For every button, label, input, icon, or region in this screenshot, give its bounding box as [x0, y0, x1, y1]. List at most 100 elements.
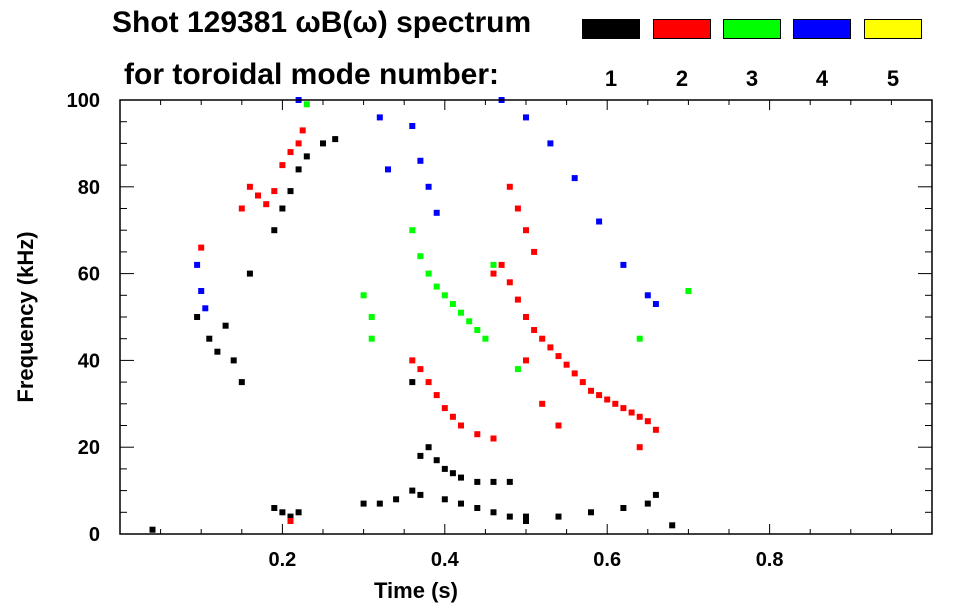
point-n=2-10 — [287, 518, 294, 524]
point-n=2-23 — [514, 296, 521, 303]
point-n=3-7 — [433, 283, 440, 290]
point-n=1-10 — [287, 188, 294, 195]
point-n=1-23 — [417, 452, 424, 459]
point-n=2-5 — [271, 188, 278, 195]
series-n=2 — [198, 127, 659, 524]
point-n=2-24 — [523, 314, 529, 320]
point-n=1-5 — [230, 357, 237, 364]
points-layer — [149, 97, 692, 533]
point-n=2-34 — [604, 396, 611, 403]
point-n=2-16 — [449, 413, 456, 420]
point-n=2-40 — [652, 426, 659, 433]
point-n=4-1 — [198, 288, 205, 294]
legend-swatch-mode-4 — [793, 19, 851, 39]
y-tick-label: 40 — [78, 350, 100, 372]
x-tick-label: 0.8 — [756, 549, 784, 571]
legend-label-mode-3: 3 — [745, 66, 759, 91]
point-n=2-47 — [555, 422, 562, 429]
point-n=2-7 — [287, 149, 294, 156]
x-tick-label: 0.2 — [268, 549, 296, 571]
point-n=2-31 — [579, 379, 586, 386]
point-n=1-19 — [360, 500, 367, 507]
point-n=3-1 — [360, 292, 367, 299]
point-n=3-0 — [303, 101, 310, 108]
point-n=2-39 — [644, 418, 651, 425]
point-n=2-21 — [498, 261, 505, 268]
point-n=1-46 — [669, 522, 676, 529]
point-n=1-33 — [417, 491, 424, 498]
point-n=1-27 — [449, 470, 456, 477]
point-n=1-2 — [206, 335, 213, 342]
point-n=2-17 — [458, 422, 464, 429]
y-axis-label: Frequency (kHz) — [13, 231, 38, 402]
legend-label-mode-5: 5 — [886, 66, 900, 91]
point-n=1-38 — [506, 513, 513, 520]
point-n=3-4 — [409, 227, 416, 234]
point-n=1-9 — [279, 205, 286, 212]
point-n=2-41 — [506, 183, 513, 190]
y-tick-label: 80 — [78, 177, 100, 199]
x-axis-label: Time (s) — [374, 578, 458, 603]
point-n=1-15 — [271, 505, 278, 511]
point-n=1-1 — [194, 314, 201, 320]
point-n=4-4 — [376, 114, 383, 121]
point-n=1-8 — [271, 227, 278, 234]
point-n=2-8 — [295, 140, 302, 147]
point-n=2-33 — [596, 392, 603, 399]
point-n=1-30 — [490, 478, 497, 485]
point-n=3-2 — [368, 314, 375, 320]
point-n=3-6 — [425, 270, 432, 277]
point-n=3-3 — [368, 335, 375, 342]
legend-label-mode-2: 2 — [675, 66, 689, 91]
point-n=2-42 — [514, 205, 521, 212]
point-n=4-12 — [547, 140, 554, 147]
legend-label-mode-4: 4 — [815, 66, 829, 91]
point-n=1-43 — [620, 505, 627, 511]
point-n=2-18 — [474, 431, 481, 438]
point-n=1-34 — [441, 496, 448, 503]
point-n=2-1 — [238, 205, 245, 212]
series-n=1 — [149, 136, 676, 533]
point-n=1-3 — [214, 348, 221, 355]
point-n=2-32 — [588, 387, 594, 394]
point-n=1-31 — [506, 478, 513, 485]
point-n=3-17 — [685, 288, 692, 294]
point-n=2-6 — [279, 162, 286, 169]
point-n=1-7 — [246, 270, 253, 277]
point-n=1-12 — [303, 153, 310, 160]
point-n=1-44 — [644, 500, 651, 507]
point-n=4-13 — [571, 175, 578, 182]
point-n=2-28 — [555, 353, 562, 360]
point-n=1-35 — [458, 500, 464, 507]
legend-swatch-mode-3 — [723, 19, 781, 39]
point-n=1-22 — [409, 487, 416, 494]
point-n=1-25 — [433, 457, 440, 464]
ticks-layer — [120, 99, 932, 535]
y-tick-label: 100 — [67, 90, 100, 112]
series-n=3 — [303, 101, 692, 373]
point-n=1-29 — [474, 478, 481, 485]
point-n=2-14 — [433, 392, 440, 399]
point-n=3-8 — [441, 292, 448, 299]
point-n=1-41 — [555, 513, 562, 520]
point-n=4-0 — [194, 261, 201, 268]
point-n=4-11 — [523, 114, 529, 121]
y-tick-label: 20 — [78, 437, 100, 459]
point-n=2-43 — [523, 227, 529, 234]
title-line1: Shot 129381 ωB(ω) spectrum — [112, 6, 532, 39]
title-line2: for toroidal mode number: — [124, 58, 499, 91]
point-n=1-13 — [320, 140, 326, 147]
x-tick-label: 0.4 — [431, 549, 460, 571]
point-n=1-18 — [295, 509, 302, 516]
point-n=1-6 — [238, 379, 245, 386]
point-n=2-15 — [441, 405, 448, 412]
point-n=3-9 — [449, 301, 456, 307]
point-n=3-16 — [636, 335, 643, 342]
point-n=2-37 — [628, 409, 635, 416]
point-n=2-26 — [539, 335, 546, 342]
point-n=2-3 — [255, 192, 261, 199]
point-n=3-12 — [474, 327, 481, 333]
point-n=1-26 — [441, 465, 448, 472]
point-n=2-20 — [490, 270, 497, 277]
point-n=1-17 — [287, 513, 294, 520]
